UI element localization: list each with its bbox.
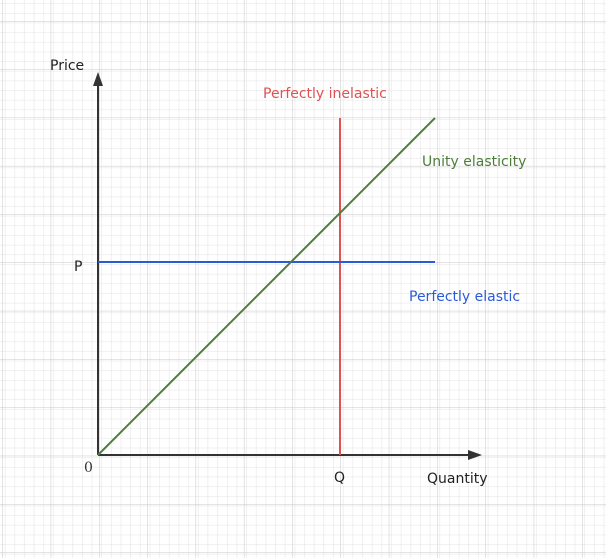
unity-line [97,117,436,456]
y-axis-label: Price [50,58,84,74]
y-axis-arrow [93,72,103,86]
curve-label: Perfectly elastic [409,289,520,305]
curve-label: Perfectly inelastic [263,86,387,102]
x-axis-label: Quantity [427,471,488,487]
curve-label: Unity elasticity [422,154,526,170]
p-label: P [74,259,82,275]
origin-label: 0 [84,460,93,476]
x-axis-arrow [468,450,482,460]
q-label: Q [334,470,345,486]
